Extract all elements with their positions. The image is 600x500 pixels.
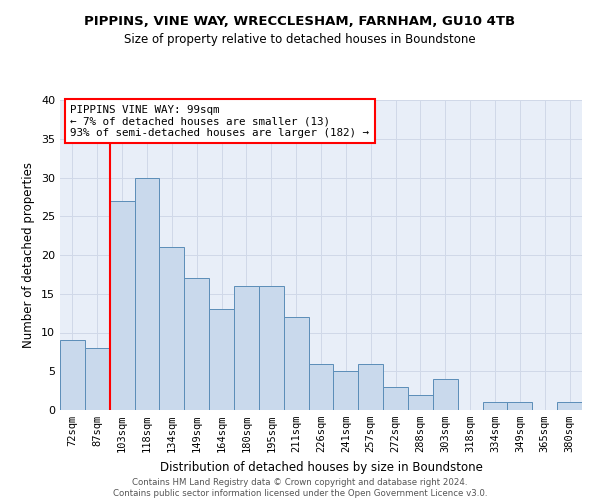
Bar: [358, 364, 383, 410]
Bar: [85, 348, 110, 410]
Bar: [234, 286, 259, 410]
Bar: [433, 379, 458, 410]
Text: PIPPINS VINE WAY: 99sqm
← 7% of detached houses are smaller (13)
93% of semi-det: PIPPINS VINE WAY: 99sqm ← 7% of detached…: [70, 104, 370, 138]
Y-axis label: Number of detached properties: Number of detached properties: [22, 162, 35, 348]
Text: Size of property relative to detached houses in Boundstone: Size of property relative to detached ho…: [124, 32, 476, 46]
Text: Contains HM Land Registry data © Crown copyright and database right 2024.
Contai: Contains HM Land Registry data © Crown c…: [113, 478, 487, 498]
Bar: [557, 402, 582, 410]
Bar: [60, 340, 85, 410]
Bar: [383, 387, 408, 410]
Bar: [259, 286, 284, 410]
Bar: [408, 394, 433, 410]
Bar: [308, 364, 334, 410]
Bar: [482, 402, 508, 410]
Bar: [110, 200, 134, 410]
Bar: [184, 278, 209, 410]
Bar: [160, 247, 184, 410]
Bar: [209, 309, 234, 410]
X-axis label: Distribution of detached houses by size in Boundstone: Distribution of detached houses by size …: [160, 460, 482, 473]
Text: PIPPINS, VINE WAY, WRECCLESHAM, FARNHAM, GU10 4TB: PIPPINS, VINE WAY, WRECCLESHAM, FARNHAM,…: [85, 15, 515, 28]
Bar: [284, 317, 308, 410]
Bar: [334, 371, 358, 410]
Bar: [508, 402, 532, 410]
Bar: [134, 178, 160, 410]
